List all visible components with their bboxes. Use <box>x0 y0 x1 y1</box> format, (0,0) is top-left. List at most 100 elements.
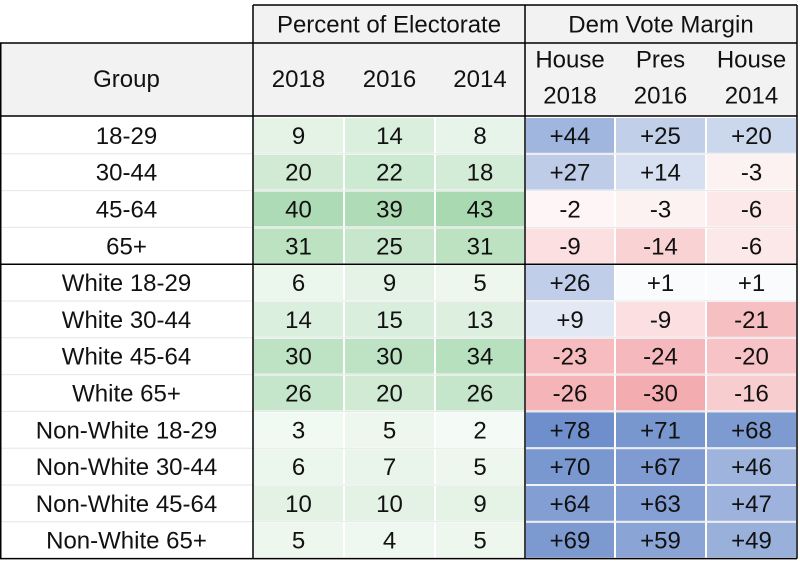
electorate-cell <box>345 154 434 190</box>
margin-value: +27 <box>550 160 591 187</box>
margin-value: -9 <box>650 307 671 334</box>
margin-value: +78 <box>550 417 591 444</box>
margin-cell <box>616 449 705 484</box>
electorate-value: 13 <box>467 307 494 334</box>
margin-cell <box>526 302 614 337</box>
margin-year-header: 2014 <box>725 83 778 110</box>
electorate-value: 20 <box>376 381 403 408</box>
group-label: 30-44 <box>96 160 157 187</box>
margin-value: +69 <box>550 528 591 555</box>
margin-cell <box>526 338 614 374</box>
column-header-background <box>0 43 797 116</box>
electorate-value: 9 <box>292 123 305 150</box>
electorate-value: 30 <box>285 344 312 371</box>
electorate-cell <box>436 338 524 374</box>
electorate-value: 31 <box>285 233 312 260</box>
electorate-value: 25 <box>376 233 403 260</box>
electorate-value: 20 <box>285 160 312 187</box>
electorate-cell <box>345 412 434 448</box>
electorate-cell <box>254 449 343 484</box>
margin-cell <box>616 265 705 300</box>
margin-cell <box>707 375 796 411</box>
margin-value: +9 <box>556 307 583 334</box>
electorate-value: 14 <box>376 123 403 150</box>
margin-cell <box>526 118 614 153</box>
margin-value: -2 <box>559 197 580 224</box>
margin-cell <box>707 486 796 521</box>
margin-value: -16 <box>734 381 769 408</box>
margin-cell <box>616 338 705 374</box>
margin-value: +26 <box>550 270 591 297</box>
group-label: Non-White 45-64 <box>36 491 217 518</box>
margin-value: -26 <box>553 381 588 408</box>
electorate-value: 30 <box>376 344 403 371</box>
margin-value: -3 <box>650 197 671 224</box>
electorate-cell <box>345 191 434 227</box>
group-label: 45-64 <box>96 197 157 224</box>
electorate-value: 14 <box>285 307 312 334</box>
electorate-cell <box>436 302 524 337</box>
electorate-year-header: 2016 <box>363 66 416 93</box>
electorate-cell <box>345 302 434 337</box>
margin-value: +20 <box>731 123 772 150</box>
group-label: White 30-44 <box>62 307 191 334</box>
margin-cell <box>526 154 614 190</box>
margin-cell <box>616 154 705 190</box>
margin-cell <box>616 118 705 153</box>
electorate-cell <box>436 265 524 300</box>
margin-value: +47 <box>731 491 772 518</box>
group-label: 65+ <box>106 233 147 260</box>
margin-cell <box>616 522 705 558</box>
electorate-cell <box>345 449 434 484</box>
margin-cell <box>707 412 796 448</box>
margin-value: +14 <box>640 160 681 187</box>
margin-value: +49 <box>731 528 772 555</box>
margin-office-header: Pres <box>636 47 685 74</box>
electorate-cell <box>436 375 524 411</box>
margin-cell <box>526 449 614 484</box>
group-label: Non-White 18-29 <box>36 417 217 444</box>
margin-cell <box>616 228 705 264</box>
margin-value: -6 <box>741 233 762 260</box>
electorate-cell <box>254 375 343 411</box>
margin-value: +1 <box>647 270 674 297</box>
margin-value: +46 <box>731 454 772 481</box>
margin-cell <box>526 191 614 227</box>
electorate-cell <box>345 375 434 411</box>
margin-year-header: 2016 <box>634 83 687 110</box>
electorate-value: 6 <box>292 454 305 481</box>
margin-cell <box>526 412 614 448</box>
electorate-value: 34 <box>467 344 494 371</box>
electorate-cell <box>436 412 524 448</box>
electorate-value: 18 <box>467 160 494 187</box>
margin-cell <box>616 412 705 448</box>
electorate-cell <box>436 486 524 521</box>
electorate-cell <box>345 338 434 374</box>
electorate-year-header: 2014 <box>453 66 506 93</box>
electorate-value: 6 <box>292 270 305 297</box>
electorate-cell <box>254 486 343 521</box>
electorate-cell <box>254 412 343 448</box>
margin-cell <box>707 449 796 484</box>
margin-value: -3 <box>741 160 762 187</box>
group-label: White 45-64 <box>62 344 191 371</box>
margin-cell <box>526 228 614 264</box>
margin-value: +68 <box>731 417 772 444</box>
margin-cell <box>526 522 614 558</box>
margin-cell <box>616 302 705 337</box>
margin-cell <box>616 375 705 411</box>
margin-cell <box>707 522 796 558</box>
electorate-value: 39 <box>376 197 403 224</box>
electorate-value: 4 <box>383 528 396 555</box>
electorate-year-header: 2018 <box>272 66 325 93</box>
electorate-value: 22 <box>376 160 403 187</box>
margin-value: +63 <box>640 491 681 518</box>
margin-cell <box>707 191 796 227</box>
margin-cell <box>707 338 796 374</box>
margin-value: +70 <box>550 454 591 481</box>
margin-value: -30 <box>643 381 678 408</box>
electorate-cell <box>345 522 434 558</box>
group-label: 18-29 <box>96 123 157 150</box>
margin-office-header: House <box>717 47 786 74</box>
